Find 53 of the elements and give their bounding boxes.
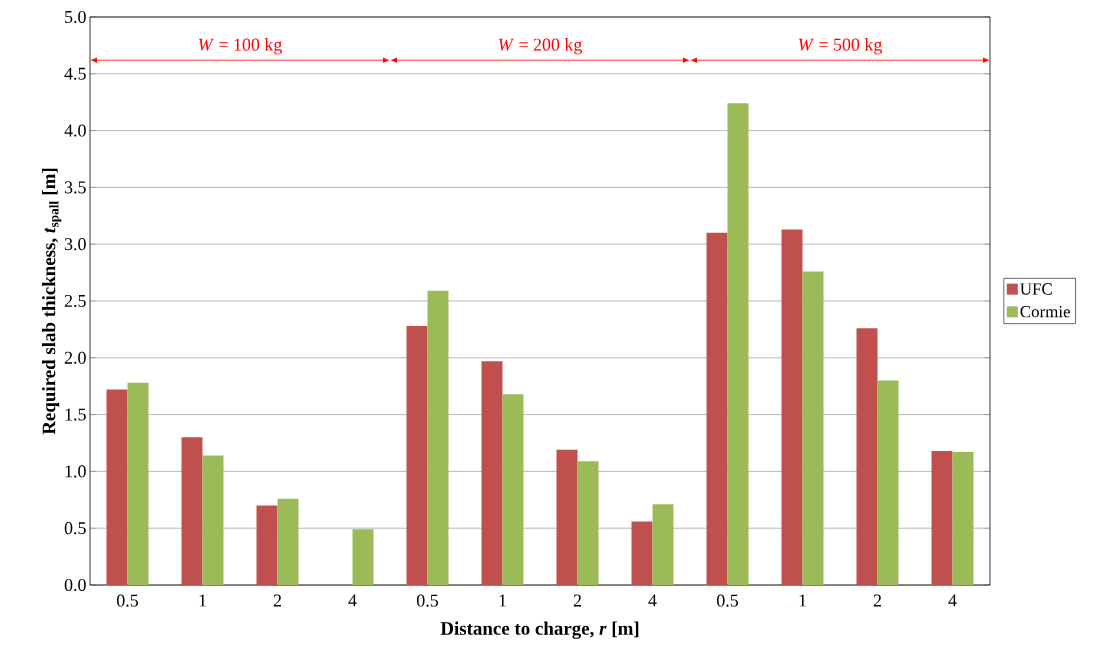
x-axis-title: Distance to charge, r [m] [440, 621, 639, 639]
x-tick-label: 1 [199, 594, 206, 607]
bar [352, 529, 374, 585]
bar [727, 103, 749, 585]
y-tick-label: 5.0 [65, 10, 86, 24]
bar [481, 361, 503, 585]
x-tick-label: 0.5 [116, 594, 139, 607]
y-tick-label: 3.5 [64, 181, 86, 194]
x-tick-label: 0.5 [416, 594, 439, 607]
bar [802, 271, 824, 585]
annotation: W = 500 kg [798, 38, 882, 55]
x-tick-label: 2 [273, 594, 281, 607]
annotation: W = 200 kg [498, 38, 582, 55]
x-tick-label: 2 [573, 594, 582, 607]
bar [106, 389, 128, 585]
y-tick-label: 2.0 [64, 351, 86, 364]
bar [427, 290, 449, 585]
x-tick-label: 4 [648, 594, 657, 607]
y-tick-label: 3.0 [64, 238, 86, 251]
bar [577, 461, 599, 585]
x-tick-label: 4 [948, 594, 957, 607]
bar [202, 455, 224, 585]
bar [652, 504, 674, 585]
x-tick-label: 2 [873, 594, 882, 607]
bar [406, 325, 428, 585]
y-tick-label: 0.0 [64, 578, 86, 592]
x-tick-label: 4 [348, 594, 357, 607]
annotation: W = 100 kg [198, 38, 282, 55]
bar [127, 382, 149, 585]
bar [502, 394, 524, 585]
y-tick-label: 4.0 [64, 124, 86, 137]
y-tick-label: 1.0 [65, 465, 86, 478]
bar [256, 505, 278, 585]
bar [856, 328, 878, 585]
bar [277, 498, 299, 585]
bar [631, 521, 653, 585]
bar [781, 229, 803, 585]
bar [181, 437, 203, 585]
bar [877, 380, 899, 585]
y-tick-label: 2.5 [64, 294, 86, 308]
x-tick-label: 1 [499, 594, 506, 607]
bar [931, 450, 953, 585]
legend-label: Cormie [1020, 305, 1071, 318]
bar [952, 452, 974, 585]
y-tick-label: 0.5 [64, 522, 86, 535]
y-tick-label: 1.5 [65, 408, 86, 421]
bar [706, 232, 728, 585]
x-tick-label: 0.5 [716, 594, 739, 607]
y-axis-title: Required slab thickness, t$_{spall}$ [m] [42, 168, 62, 435]
x-tick-label: 1 [799, 594, 806, 607]
legend-label: UFC [1020, 283, 1052, 295]
bar [556, 449, 578, 585]
y-tick-label: 4.5 [64, 67, 86, 80]
